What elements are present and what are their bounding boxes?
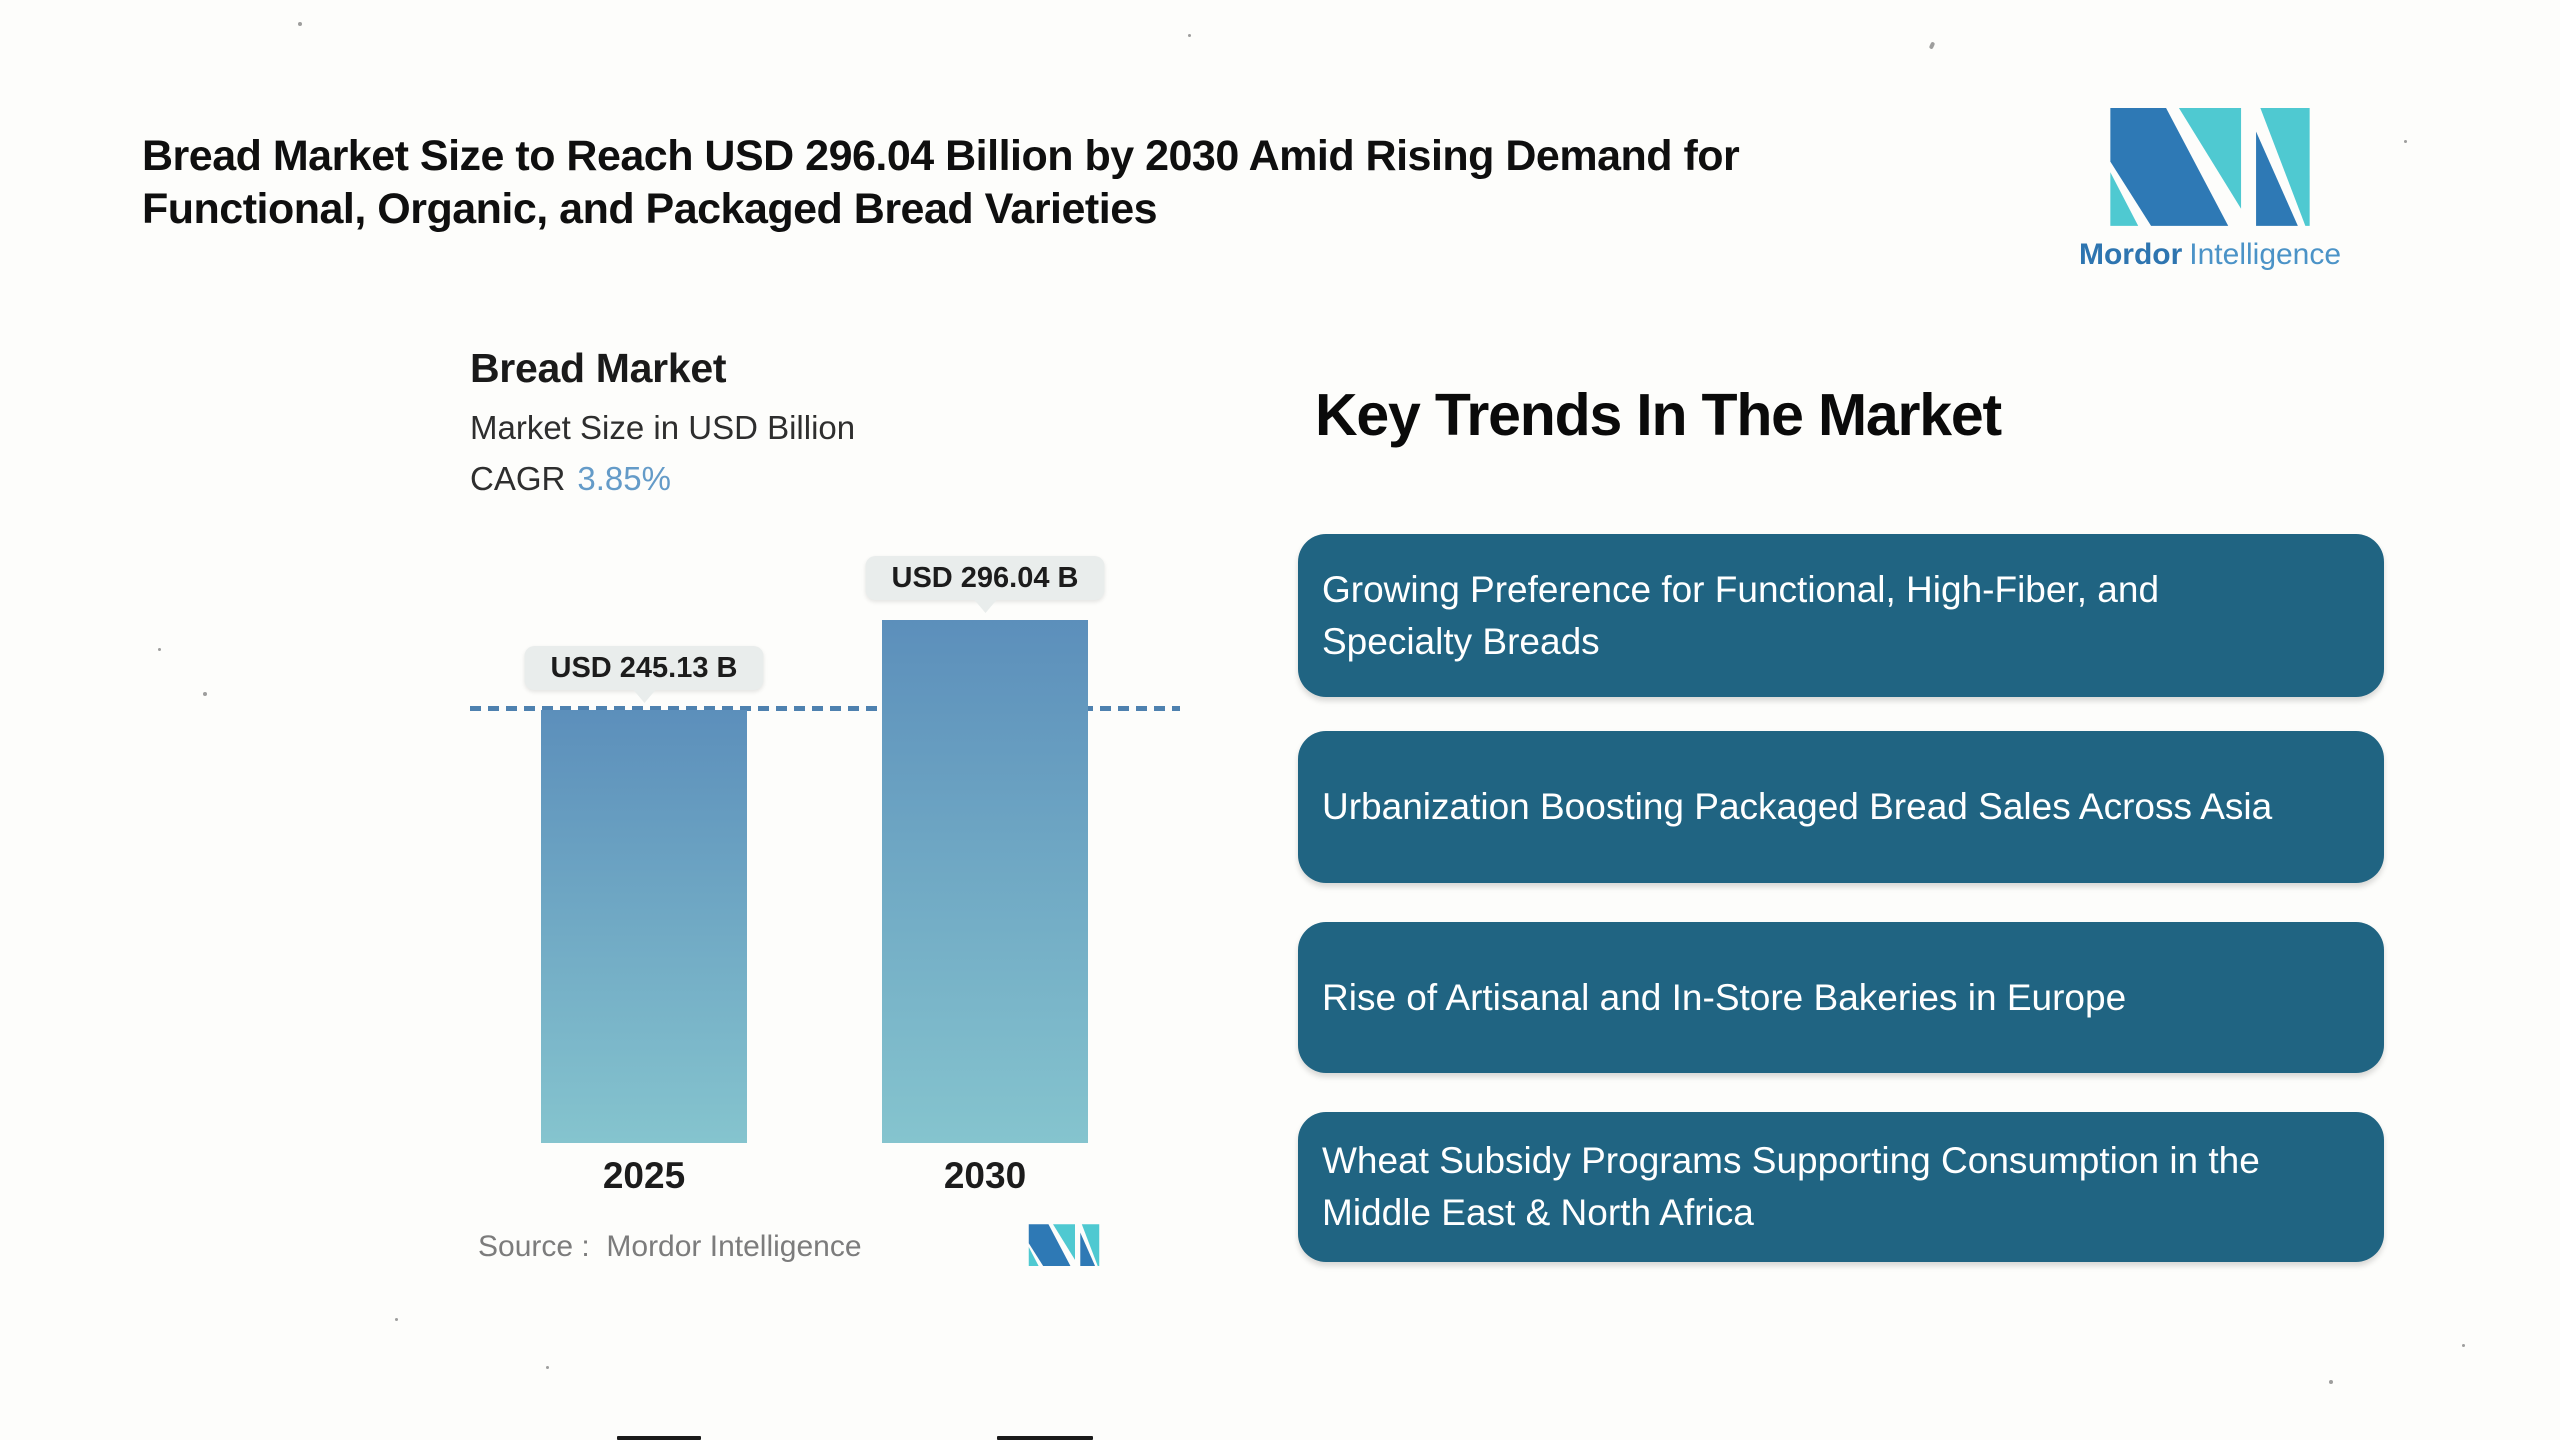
chart-title: Bread Market (470, 345, 727, 391)
mordor-intelligence-logo-icon (2110, 108, 2310, 226)
logo-name-bold: Mordor (2078, 238, 2183, 271)
trend-card-4: Wheat Subsidy Programs Supporting Consum… (1298, 1112, 2384, 1262)
source-note: Source : Mordor Intelligence (478, 1230, 862, 1263)
axis-label-2030: 2030 (943, 1155, 1027, 1196)
trend-card-2: Urbanization Boosting Packaged Bread Sal… (1298, 731, 2384, 883)
bar-chart: USD 245.13 B 2025 USD 296.04 B 2030 (470, 556, 1180, 1196)
mordor-intelligence-small-logo-icon (1028, 1224, 1100, 1266)
bar-column-2030: USD 296.04 B 2030 (865, 556, 1105, 1196)
speckle (617, 1436, 701, 1440)
speckle (2404, 140, 2407, 143)
brand-logo: Mordor Intelligence (2079, 108, 2341, 272)
bar-column-2025: USD 245.13 B 2025 (524, 560, 764, 1196)
cagr-value: 3.85% (577, 460, 671, 497)
trend-card-1: Growing Preference for Functional, High-… (1298, 534, 2384, 697)
bar-2030 (882, 620, 1088, 1143)
speckle (203, 692, 207, 696)
speckle (298, 22, 302, 26)
chart-subtitle: Market Size in USD Billion (470, 409, 856, 446)
page-title-line-1: Bread Market Size to Reach USD 296.04 Bi… (142, 132, 1740, 180)
bar-2025 (541, 709, 747, 1143)
speckle (2329, 1380, 2333, 1384)
axis-label-2025: 2025 (602, 1155, 686, 1196)
logo-wordmark: Mordor Intelligence (2079, 238, 2341, 272)
cagr-row: CAGR 3.85% (470, 460, 855, 498)
trend-card-3: Rise of Artisanal and In-Store Bakeries … (1298, 922, 2384, 1073)
page-title: Bread Market Size to Reach USD 296.04 Bi… (142, 130, 1922, 236)
speckle (158, 648, 161, 651)
speckle (395, 1318, 398, 1321)
trends-heading: Key Trends In The Market (1315, 382, 2002, 448)
logo-name-light: Intelligence (2189, 238, 2342, 271)
speckle (546, 1366, 549, 1369)
speckle (1188, 34, 1191, 37)
source-logo (1028, 1224, 1100, 1267)
speckle (1928, 41, 1936, 50)
speckle (2462, 1344, 2465, 1347)
page-title-line-2: Functional, Organic, and Packaged Bread … (142, 185, 1158, 233)
value-label-2030: USD 296.04 B (865, 556, 1105, 600)
speckle (997, 1436, 1093, 1440)
reference-dashed-line (470, 705, 1180, 711)
value-label-2025: USD 245.13 B (524, 645, 764, 690)
chart-header: Bread Market Market Size in USD Billion … (470, 345, 855, 498)
cagr-label: CAGR (470, 460, 566, 497)
